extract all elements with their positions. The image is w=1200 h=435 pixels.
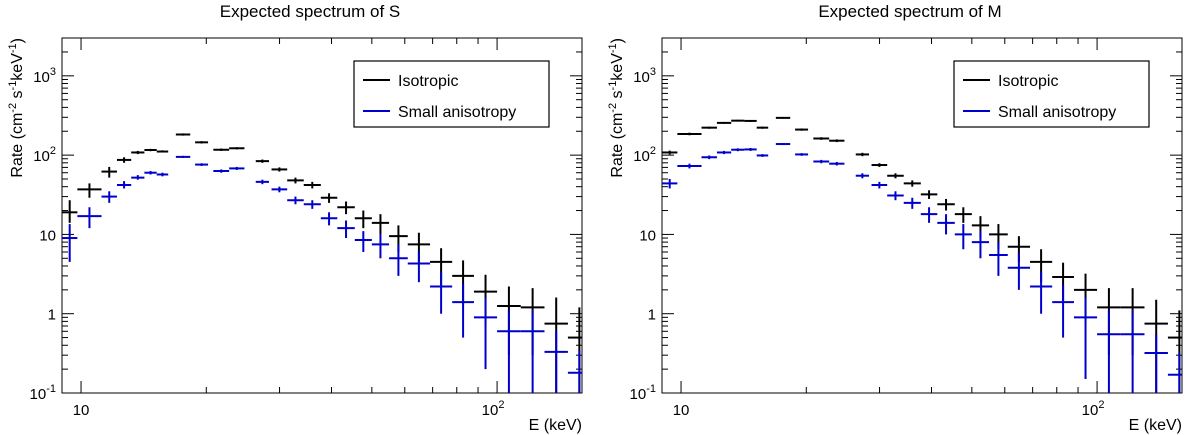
y-tick-base: 10 <box>633 69 650 86</box>
x-tick-base: 10 <box>482 402 499 419</box>
x-tick-exponent: 2 <box>498 399 504 411</box>
series-isotropic <box>62 133 582 393</box>
y-label-text: Rate (cm <box>9 113 26 178</box>
legend-box <box>353 60 550 128</box>
y-tick-base: 10 <box>33 148 50 165</box>
legend: Isotropic Small anisotropy <box>953 60 1150 128</box>
x-axis-label: E (keV) <box>1129 417 1182 434</box>
plot-frame <box>61 37 583 394</box>
legend-label: Isotropic <box>998 73 1058 90</box>
x-tick-base: 10 <box>673 402 690 419</box>
series-small-anisotropy <box>62 155 582 393</box>
chart-title: Expected spectrum of M <box>818 2 1001 21</box>
y-tick-exponent: -1 <box>46 383 56 395</box>
y-tick-label: 10 <box>39 227 56 244</box>
y-tick-base: 10 <box>633 148 650 165</box>
legend-label: Small anisotropy <box>998 104 1116 121</box>
chart-title: Expected spectrum of S <box>220 2 400 21</box>
y-tick-label: 10 <box>639 227 656 244</box>
y-tick-label: 103 <box>33 66 56 86</box>
y-label-text: s <box>9 90 26 102</box>
y-tick-label: 1 <box>48 307 56 324</box>
x-tick-label: 102 <box>1082 399 1105 419</box>
y-tick-label: 102 <box>633 145 656 165</box>
y-tick-exponent: 3 <box>50 66 56 78</box>
y-axis-label: Rate (cm-2 s-1keV-1) <box>607 38 626 178</box>
x-tick-label: 102 <box>482 399 505 419</box>
y-label-text: keV <box>609 53 626 81</box>
y-tick-exponent: 2 <box>50 145 56 157</box>
y-tick-base: 1 <box>48 307 56 324</box>
y-tick-label: 103 <box>633 66 656 86</box>
y-label-text: s <box>609 90 626 102</box>
y-label-text: ) <box>609 38 626 43</box>
plot-frame <box>661 37 1183 394</box>
legend-label: Isotropic <box>398 73 458 90</box>
y-label-text: keV <box>9 53 26 81</box>
x-tick-base: 10 <box>73 402 90 419</box>
x-axis-label: E (keV) <box>529 417 582 434</box>
x-tick-label: 10 <box>673 402 690 419</box>
legend: Isotropic Small anisotropy <box>353 60 550 128</box>
y-tick-label: 102 <box>33 145 56 165</box>
x-tick-exponent: 2 <box>1098 399 1104 411</box>
y-tick-label: 10-1 <box>30 383 56 403</box>
y-tick-base: 10 <box>39 227 56 244</box>
y-tick-exponent: 2 <box>650 145 656 157</box>
y-tick-base: 10 <box>639 227 656 244</box>
chart-panel-m: Expected spectrum of M 10-1 1 10 102 103 10 102… <box>600 0 1200 435</box>
series-small-anisotropy <box>662 143 1182 393</box>
y-label-exponent: -1 <box>7 43 19 53</box>
x-tick-base: 10 <box>1082 402 1099 419</box>
y-tick-base: 10 <box>33 69 50 86</box>
y-tick-base: 1 <box>648 307 656 324</box>
y-tick-label: 10-1 <box>630 383 656 403</box>
y-tick-exponent: 3 <box>650 66 656 78</box>
series-isotropic <box>662 116 1182 393</box>
legend-box <box>953 60 1150 128</box>
y-label-exponent: -2 <box>7 103 19 113</box>
chart-panel-s: Expected spectrum of S 10-1 1 10 102 103 10 102… <box>7 2 583 434</box>
y-label-exponent: -2 <box>607 103 619 113</box>
x-tick-label: 10 <box>73 402 90 419</box>
y-tick-base: 10 <box>30 386 47 403</box>
y-tick-label: 1 <box>648 307 656 324</box>
y-tick-base: 10 <box>630 386 647 403</box>
y-label-text: ) <box>9 38 26 43</box>
y-label-exponent: -1 <box>7 81 19 91</box>
y-tick-exponent: -1 <box>646 383 656 395</box>
y-label-exponent: -1 <box>607 81 619 91</box>
y-label-text: Rate (cm <box>609 113 626 178</box>
y-axis-label: Rate (cm-2 s-1keV-1) <box>7 38 26 178</box>
legend-label: Small anisotropy <box>398 104 516 121</box>
y-label-exponent: -1 <box>607 43 619 53</box>
